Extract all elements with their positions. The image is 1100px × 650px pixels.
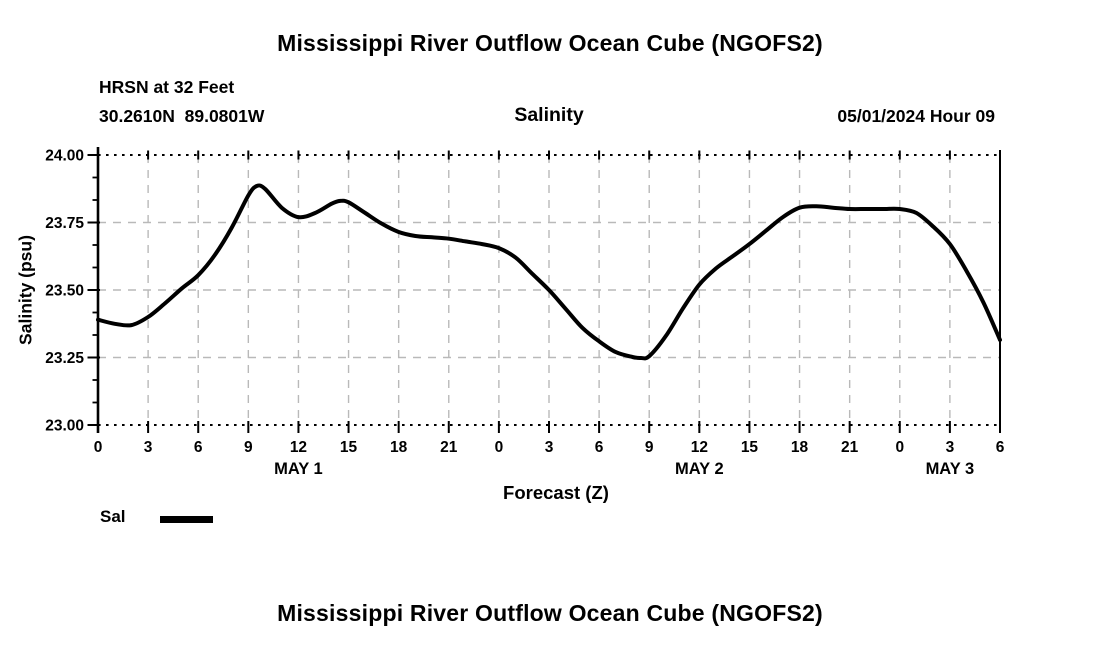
y-tick-label: 23.75: [45, 215, 84, 232]
x-tick-label: 18: [791, 439, 809, 456]
x-tick-label: 12: [691, 439, 708, 456]
x-tick-label: 3: [144, 439, 153, 456]
x-tick-label: 6: [194, 439, 203, 456]
run-datetime: 05/01/2024 Hour 09: [837, 106, 995, 126]
x-tick-label: 18: [390, 439, 408, 456]
salinity-curve: [96, 183, 1002, 361]
x-tick-label: 6: [595, 439, 604, 456]
station-coordinates: 30.2610N 89.0801W: [99, 106, 265, 126]
y-tick-label: 24.00: [45, 148, 84, 165]
x-tick-label: 0: [895, 439, 904, 456]
x-tick-label: 6: [996, 439, 1005, 456]
variable-title: Salinity: [514, 104, 584, 126]
y-tick-label: 23.50: [45, 283, 84, 300]
x-tick-label: 3: [545, 439, 554, 456]
y-tick-label: 23.00: [45, 418, 84, 435]
day-label: MAY 1: [274, 460, 323, 478]
legend-label: Sal: [100, 507, 126, 526]
x-tick-label: 9: [645, 439, 654, 456]
salinity-line-chart: 0 3 6 9 12 15 18 21 0 3 6 9 12 15 18 21 0 3 6 23.00 23.25 23.…: [45, 147, 1005, 478]
y-axis-title: Salinity (psu): [15, 235, 36, 345]
day-label: MAY 3: [926, 460, 975, 478]
station-name: HRSN at 32 Feet: [99, 77, 235, 97]
x-tick-label: 0: [94, 439, 103, 456]
x-tick-label: 21: [841, 439, 859, 456]
chart-title: Mississippi River Outflow Ocean Cube (NG…: [277, 30, 823, 56]
x-tick-label: 21: [440, 439, 458, 456]
legend-line-swatch: [160, 516, 213, 523]
x-tick-label: 15: [340, 439, 358, 456]
x-tick-label: 3: [946, 439, 955, 456]
x-tick-label: 15: [741, 439, 759, 456]
x-tick-label: 0: [495, 439, 504, 456]
y-tick-label: 23.25: [45, 350, 84, 367]
day-label: MAY 2: [675, 460, 724, 478]
x-tick-label: 9: [244, 439, 253, 456]
x-tick-label: 12: [290, 439, 307, 456]
next-chart-title: Mississippi River Outflow Ocean Cube (NG…: [277, 600, 823, 626]
x-axis-title: Forecast (Z): [503, 482, 609, 503]
